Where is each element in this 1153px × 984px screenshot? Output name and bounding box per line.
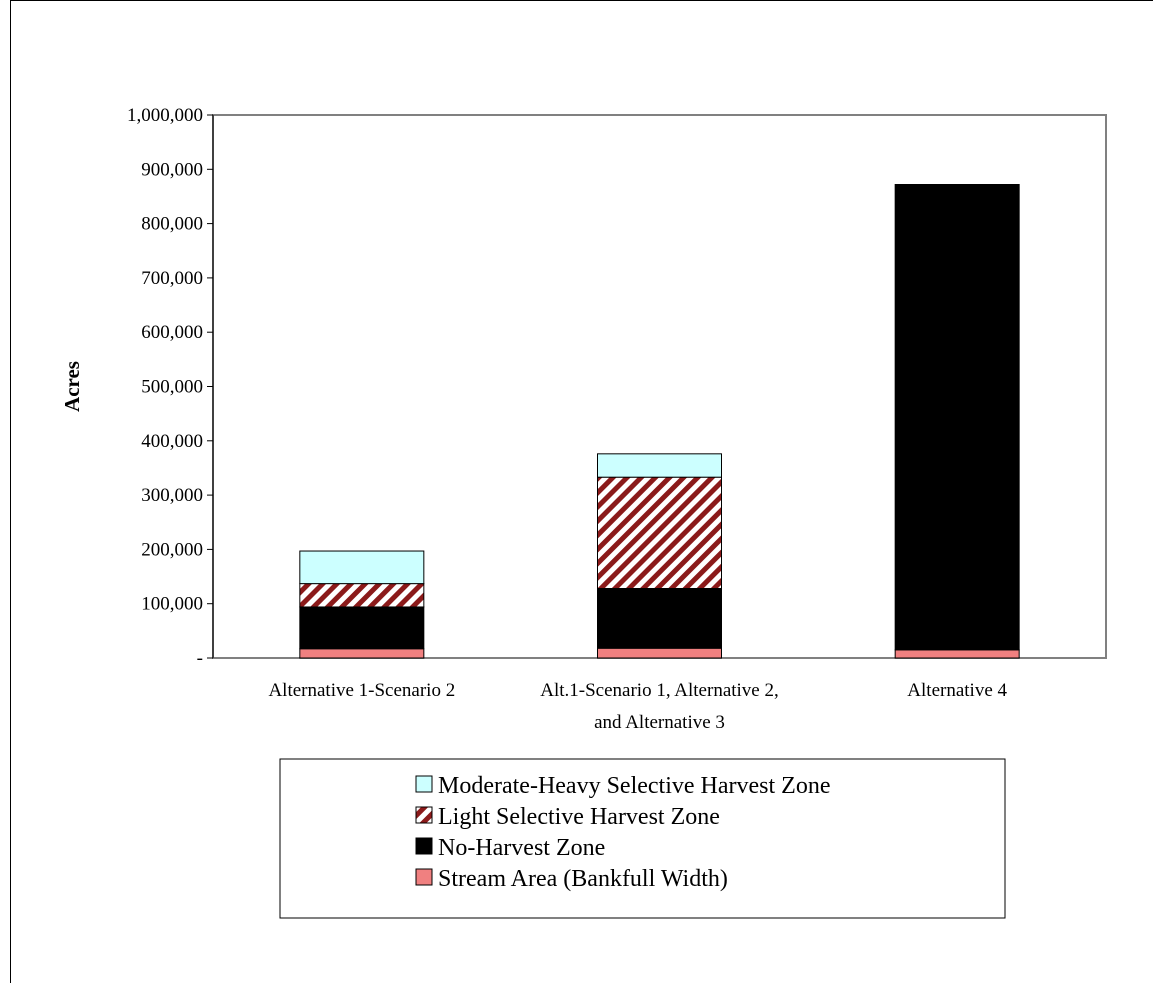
bar-segment	[894, 184, 1020, 651]
bar-segment	[894, 649, 1020, 659]
stacked-bar-chart: - 100,000 200,000 300,000 400,000 500,000 600,…	[60, 105, 1107, 919]
bar-segment	[299, 550, 425, 585]
bar-segment	[299, 606, 425, 650]
legend-swatch	[415, 806, 433, 824]
x-category-label: and Alternative 3	[594, 712, 725, 733]
x-category-label: Alternative 1-Scenario 2	[268, 680, 455, 701]
legend-swatch	[415, 868, 433, 886]
bar-segment	[299, 648, 425, 659]
legend-entry-label: Stream Area (Bankfull Width)	[438, 866, 728, 892]
y-tick-label: 800,000	[141, 214, 203, 235]
bar-segment	[597, 476, 722, 589]
y-tick-label: 600,000	[141, 322, 203, 343]
x-category-label: Alternative 4	[907, 680, 1007, 701]
y-tick-label: 100,000	[141, 594, 203, 615]
bar-segment	[597, 587, 722, 649]
chart-frame: - 100,000 200,000 300,000 400,000 500,000 600,…	[10, 0, 1153, 983]
legend-entry-label: Moderate-Heavy Selective Harvest Zone	[438, 773, 831, 799]
y-tick-label: 500,000	[141, 377, 203, 398]
legend-box	[279, 758, 1006, 919]
y-tick-label: -	[197, 648, 203, 669]
legend-entry-label: No-Harvest Zone	[438, 835, 605, 861]
legend-swatch	[415, 837, 433, 855]
y-tick-label: 200,000	[141, 539, 203, 560]
y-tick-label: 1,000,000	[127, 105, 203, 126]
bar-segment	[597, 453, 722, 478]
y-tick-label: 300,000	[141, 485, 203, 506]
y-tick-label: 400,000	[141, 431, 203, 452]
x-category-label: Alt.1-Scenario 1, Alternative 2,	[540, 680, 779, 701]
y-tick-label: 700,000	[141, 268, 203, 289]
legend-entry-label: Light Selective Harvest Zone	[438, 804, 720, 830]
y-tick-label: 900,000	[141, 159, 203, 180]
y-axis-title: Acres	[60, 361, 84, 412]
bar-segment	[597, 647, 722, 659]
bar-segment	[299, 583, 425, 608]
legend-swatch	[415, 775, 433, 793]
